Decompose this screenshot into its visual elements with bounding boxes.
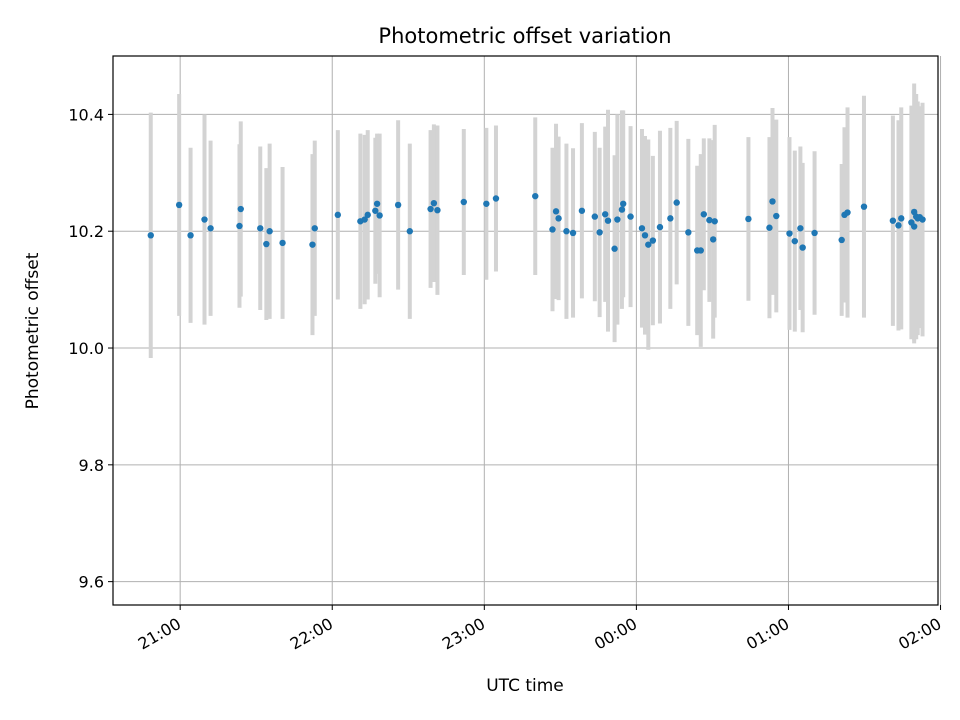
data-point xyxy=(649,237,657,244)
data-point xyxy=(811,229,818,237)
data-point xyxy=(373,200,381,207)
data-point xyxy=(434,206,441,214)
data-point xyxy=(645,241,652,248)
x-axis-label: UTC time xyxy=(486,676,564,696)
y-tick-label: 10.0 xyxy=(68,339,104,358)
data-point xyxy=(334,211,342,219)
y-tick-label: 9.6 xyxy=(79,573,104,592)
data-point xyxy=(569,229,577,237)
data-point xyxy=(263,240,270,248)
data-point xyxy=(786,230,793,237)
y-axis-label: Photometric offset xyxy=(23,252,43,409)
data-point xyxy=(799,244,806,251)
data-point xyxy=(175,201,183,209)
data-point xyxy=(706,216,713,224)
data-point xyxy=(236,222,243,230)
data-point xyxy=(430,199,438,207)
data-point xyxy=(591,213,599,220)
data-point xyxy=(711,218,718,225)
data-point xyxy=(279,239,286,247)
data-point xyxy=(207,225,214,232)
data-point xyxy=(147,232,154,239)
data-point xyxy=(709,236,717,243)
data-point xyxy=(549,226,556,233)
data-point xyxy=(766,224,773,231)
data-point xyxy=(773,212,780,220)
data-point xyxy=(361,216,368,223)
data-point xyxy=(618,206,626,213)
data-point xyxy=(697,247,704,254)
data-point xyxy=(673,199,680,206)
data-points xyxy=(147,192,926,254)
y-tick-label: 10.2 xyxy=(68,222,104,241)
data-point xyxy=(532,192,539,200)
data-point xyxy=(483,200,490,207)
data-point xyxy=(889,217,897,224)
data-point xyxy=(311,225,318,232)
data-point xyxy=(578,207,586,214)
data-point xyxy=(838,236,845,244)
data-point xyxy=(898,215,905,222)
data-point xyxy=(656,223,664,231)
data-point xyxy=(596,229,603,236)
data-point xyxy=(372,207,379,214)
data-point xyxy=(555,215,562,222)
data-point xyxy=(394,201,402,209)
data-point xyxy=(563,228,570,235)
data-point xyxy=(844,209,851,216)
chart-title: Photometric offset variation xyxy=(378,24,671,48)
data-point xyxy=(769,198,776,205)
data-point xyxy=(627,213,634,220)
data-point xyxy=(895,222,902,229)
data-point xyxy=(257,225,264,232)
data-point xyxy=(620,200,627,207)
data-point xyxy=(376,212,383,219)
data-point xyxy=(364,211,371,219)
data-point xyxy=(667,215,674,222)
data-point xyxy=(611,245,618,252)
data-point xyxy=(919,216,926,223)
y-axis: 9.6 9.8 10.0 10.2 10.4 xyxy=(68,105,113,592)
data-point xyxy=(492,195,500,202)
data-point xyxy=(745,215,752,223)
data-point xyxy=(406,228,413,235)
data-point xyxy=(685,229,692,236)
data-point xyxy=(860,203,868,210)
data-point xyxy=(237,205,244,213)
data-point xyxy=(910,223,918,230)
y-tick-label: 9.8 xyxy=(79,456,104,475)
data-point xyxy=(201,216,208,223)
data-point xyxy=(552,208,560,215)
plot-frame xyxy=(112,55,939,606)
data-point xyxy=(309,241,316,248)
data-point xyxy=(427,205,434,213)
data-point xyxy=(187,232,194,239)
data-point xyxy=(614,216,621,223)
data-point xyxy=(641,232,649,239)
data-point xyxy=(797,225,804,232)
data-point xyxy=(266,228,273,235)
data-point xyxy=(460,198,467,206)
data-point xyxy=(638,225,646,232)
data-point xyxy=(602,211,609,218)
data-point xyxy=(604,217,612,224)
data-point xyxy=(791,237,798,245)
y-tick-label: 10.4 xyxy=(68,105,104,124)
data-point xyxy=(700,211,708,218)
